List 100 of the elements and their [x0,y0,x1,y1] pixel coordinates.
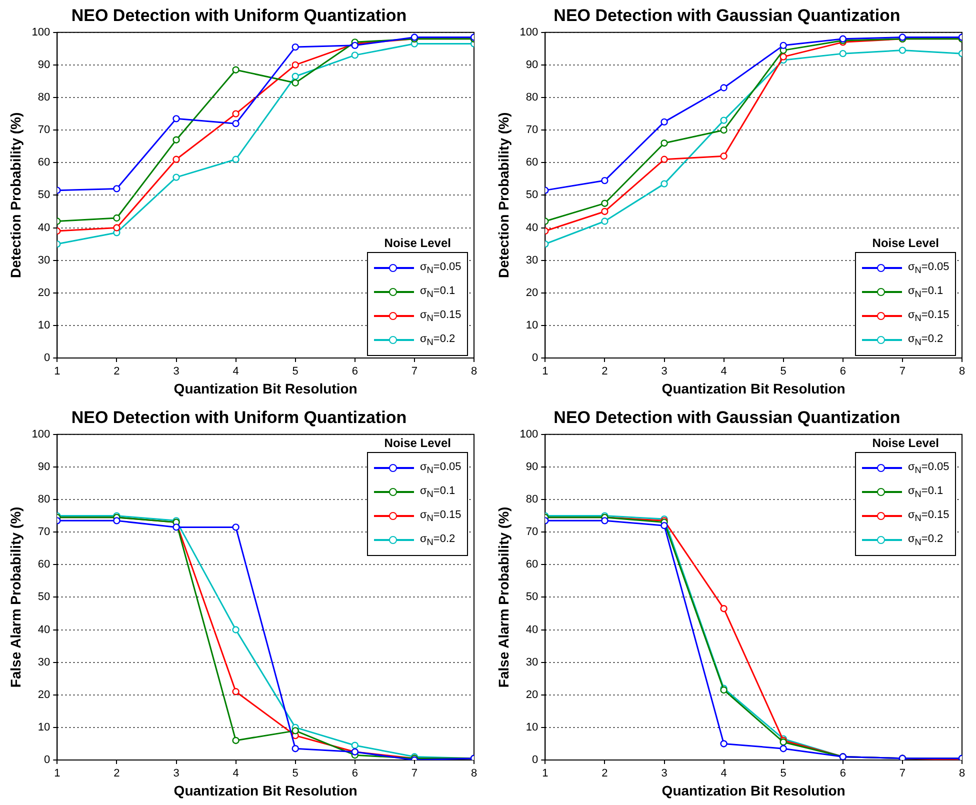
y-tick-label: 10 [526,721,538,734]
y-axis-title: False Alarm Probability (%) [7,506,24,688]
x-axis-title: Quantization Bit Resolution [662,782,846,798]
y-tick-label: 90 [38,58,50,71]
chart-title: NEO Detection with Uniform Quantization [71,6,407,25]
y-tick-label: 50 [38,189,50,202]
legend-label: σ$_{N}$=0.1 [420,284,456,300]
x-tick-label: 5 [292,768,298,780]
y-tick-label: 80 [38,494,50,506]
y-tick-label: 0 [532,754,538,766]
x-tick-label: 3 [173,768,180,780]
y-tick-label: 0 [532,352,538,364]
legend-title: Noise Level [871,436,940,450]
x-tick-label: 7 [899,768,906,780]
x-axis-title: Quantization Bit Resolution [662,380,846,396]
x-tick-label: 1 [54,768,60,780]
legend-label: σ$_{N}$=0.15 [420,308,462,324]
y-tick-label: 40 [526,624,538,636]
x-tick-label: 2 [114,366,120,378]
y-tick-label: 30 [526,254,538,266]
x-tick-label: 5 [780,366,786,378]
y-tick-label: 30 [38,656,50,668]
y-tick-label: 80 [38,92,50,104]
y-tick-label: 60 [526,156,538,169]
legend-title: Noise Level [871,236,940,250]
y-tick-label: 70 [526,124,538,136]
y-tick-label: 60 [38,156,50,169]
y-tick-label: 10 [38,721,50,734]
y-tick-label: 60 [38,558,50,571]
y-tick-label: 20 [38,286,50,299]
x-tick-label: 4 [720,366,727,378]
y-tick-label: 10 [38,319,50,332]
y-tick-label: 50 [38,591,50,604]
legend-label: σ$_{N}$=0.1 [908,284,944,300]
x-tick-label: 7 [899,366,906,378]
legend-label: σ$_{N}$=0.05 [908,461,950,476]
legend-label: σ$_{N}$=0.15 [420,509,462,524]
y-tick-label: 70 [38,124,50,136]
x-tick-label: 2 [602,768,608,780]
y-tick-label: 30 [38,254,50,266]
x-tick-label: 1 [542,366,548,378]
y-axis-title: Detection Probability (%) [7,112,24,278]
x-tick-label: 2 [602,366,608,378]
y-tick-label: 20 [526,688,538,701]
legend-title: Noise Level [383,236,452,250]
y-tick-label: 80 [526,92,538,104]
x-tick-label: 3 [173,366,180,378]
y-tick-label: 100 [32,428,50,440]
y-tick-label: 90 [526,460,538,473]
y-tick-label: 40 [38,624,50,636]
chart-title: NEO Detection with Gaussian Quantization [554,6,900,25]
y-tick-label: 50 [526,189,538,202]
x-axis-title: Quantization Bit Resolution [174,380,358,396]
y-tick-label: 80 [526,494,538,506]
x-tick-label: 7 [411,768,418,780]
legend-label: σ$_{N}$=0.05 [420,461,462,476]
x-tick-label: 6 [840,366,846,378]
y-tick-label: 90 [38,460,50,473]
y-tick-label: 100 [32,26,50,38]
y-tick-label: 50 [526,591,538,604]
x-tick-label: 1 [54,366,60,378]
legend-label: σ$_{N}$=0.1 [420,485,456,500]
legend-label: σ$_{N}$=0.2 [908,332,944,348]
y-tick-label: 0 [44,754,50,766]
legend-title: Noise Level [383,436,452,450]
legend-label: σ$_{N}$=0.15 [908,308,950,324]
y-tick-label: 100 [520,428,538,440]
x-tick-label: 7 [411,366,418,378]
y-tick-label: 90 [526,58,538,71]
x-tick-label: 4 [720,768,727,780]
legend-label: σ$_{N}$=0.2 [908,533,944,548]
legend-label: σ$_{N}$=0.1 [908,485,944,500]
y-tick-label: 10 [526,319,538,332]
chart-title: NEO Detection with Gaussian Quantization [554,408,900,427]
legend-label: σ$_{N}$=0.05 [420,260,462,276]
y-axis-title: False Alarm Probability (%) [495,506,512,688]
y-tick-label: 70 [526,526,538,538]
x-tick-label: 3 [661,768,668,780]
legend-label: σ$_{N}$=0.2 [420,332,456,348]
y-tick-label: 100 [520,26,538,38]
y-tick-label: 70 [38,526,50,538]
x-tick-label: 8 [470,768,478,780]
x-tick-label: 8 [958,768,966,780]
x-tick-label: 8 [470,366,478,378]
y-tick-label: 40 [38,222,50,234]
x-tick-label: 3 [661,366,668,378]
x-tick-label: 6 [840,768,846,780]
x-tick-label: 4 [232,768,239,780]
y-axis-title: Detection Probability (%) [495,112,512,278]
y-tick-label: 20 [38,688,50,701]
x-tick-label: 2 [114,768,120,780]
x-axis-title: Quantization Bit Resolution [174,782,358,798]
y-tick-label: 0 [44,352,50,364]
x-tick-label: 6 [352,768,358,780]
y-tick-label: 40 [526,222,538,234]
x-tick-label: 6 [352,366,358,378]
y-tick-label: 60 [526,558,538,571]
legend-label: σ$_{N}$=0.2 [420,533,456,548]
x-tick-label: 5 [292,366,298,378]
y-tick-label: 20 [526,286,538,299]
